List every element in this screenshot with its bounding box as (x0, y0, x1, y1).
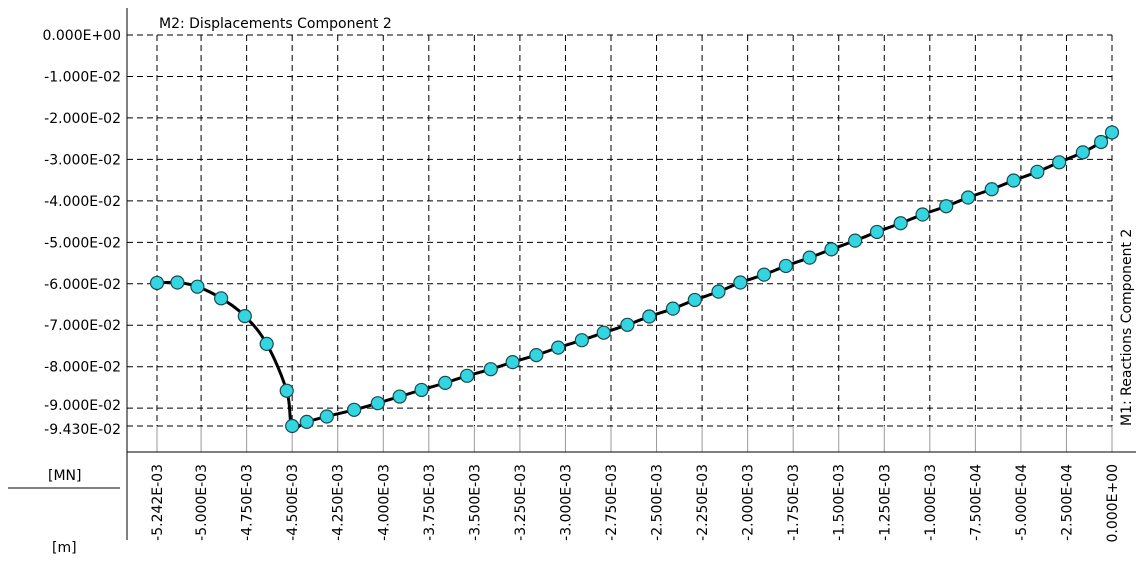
y-unit-label: [MN] (48, 468, 82, 484)
data-point (1093, 134, 1109, 150)
y-tick-label: -5.000E-02 (44, 235, 121, 251)
y-tick-labels: 0.000E+00 -1.000E-02 -2.000E-02 -3.000E-02 -… (43, 28, 121, 438)
data-point (438, 375, 453, 390)
data-point (915, 207, 930, 222)
x-tick-label: -3.750E-03 (422, 464, 438, 541)
data-point (285, 418, 300, 434)
x-tick-label: -3.000E-03 (558, 464, 574, 541)
x-tick-label: -7.500E-04 (968, 464, 984, 541)
data-point (984, 182, 999, 197)
x-tick-label: -1.750E-03 (786, 464, 802, 541)
data-point (299, 414, 314, 429)
data-point (824, 242, 839, 257)
data-point (1052, 155, 1067, 170)
data-point (778, 258, 793, 274)
x-tick-label: -5.242E-03 (150, 464, 166, 541)
data-point (214, 291, 229, 306)
x-tick-label: -2.500E-03 (650, 464, 666, 541)
x-tick-label: -3.500E-03 (467, 464, 483, 541)
data-point (414, 382, 429, 398)
x-tick-label: -3.250E-03 (513, 464, 529, 541)
data-point (483, 362, 498, 377)
x-tick-label: -1.500E-03 (832, 464, 848, 541)
data-point (596, 325, 611, 340)
data-point (960, 190, 976, 205)
data-point (190, 279, 205, 294)
y-tick-label: -2.000E-02 (44, 111, 121, 127)
series-line (156, 131, 1114, 430)
data-point (551, 340, 566, 355)
data-point (319, 409, 334, 424)
y-tick-label: -6.000E-02 (44, 277, 121, 293)
right-axis-label: M1: Reactions Component 2 (1119, 229, 1135, 426)
data-point (505, 355, 520, 370)
chart-title: M2: Displacements Component 2 (159, 16, 392, 32)
data-point (259, 336, 274, 352)
data-point (279, 383, 294, 398)
x-tick-label: -4.500E-03 (285, 464, 301, 541)
x-tick-label: -5.000E-04 (1014, 464, 1030, 541)
data-point (687, 292, 702, 308)
x-tick-label: -2.250E-03 (695, 464, 711, 541)
data-point (869, 224, 885, 240)
data-point (893, 216, 908, 231)
data-point (665, 301, 681, 316)
data-point (620, 317, 635, 332)
y-tick-label: -4.000E-02 (44, 194, 121, 210)
x-unit-label: [m] (52, 540, 77, 556)
data-point (848, 233, 863, 248)
data-point (642, 309, 657, 324)
y-tick-label: -8.000E-02 (44, 360, 121, 376)
y-tick-label: -3.000E-02 (44, 152, 121, 168)
data-point (370, 396, 385, 411)
data-point (392, 389, 407, 404)
data-point (149, 275, 165, 291)
x-tick-label: -2.750E-03 (604, 464, 620, 541)
axes (8, 8, 1136, 540)
data-point (574, 333, 589, 348)
data-point (237, 309, 252, 324)
data-point (756, 267, 772, 282)
data-point (711, 284, 726, 299)
y-tick-label: -7.000E-02 (44, 318, 121, 334)
data-point (529, 347, 544, 363)
y-tick-label: 0.000E+00 (43, 28, 121, 44)
data-point (170, 275, 185, 290)
data-point (1104, 125, 1120, 140)
data-point (1006, 173, 1021, 188)
x-tick-label: -4.000E-03 (376, 464, 392, 541)
grid (127, 34, 1113, 452)
x-tick-labels: -5.242E-03 -5.000E-03 -4.750E-03 -4.500E-03… (150, 464, 1121, 543)
x-tick-label: -2.500E-04 (1059, 464, 1075, 541)
x-tick-label: -4.250E-03 (331, 464, 347, 541)
data-point (347, 402, 362, 417)
x-tick-label: -4.750E-03 (240, 464, 256, 541)
y-tick-label: -9.000E-02 (44, 398, 121, 414)
data-point (1030, 164, 1045, 179)
data-point (939, 199, 954, 214)
data-point (802, 250, 817, 265)
data-point (733, 275, 748, 290)
x-tick-label: -1.000E-03 (923, 464, 939, 541)
x-tick-label: -1.250E-03 (877, 464, 893, 541)
data-point (1075, 145, 1090, 160)
x-tick-label: -2.000E-03 (741, 464, 757, 541)
x-tick-label: 0.000E+00 (1105, 464, 1121, 542)
data-point (459, 368, 475, 383)
y-tick-label: -9.430E-02 (44, 422, 121, 438)
y-tick-label: -1.000E-02 (44, 69, 121, 85)
x-tick-label: -5.000E-03 (194, 464, 210, 541)
series (149, 125, 1120, 434)
